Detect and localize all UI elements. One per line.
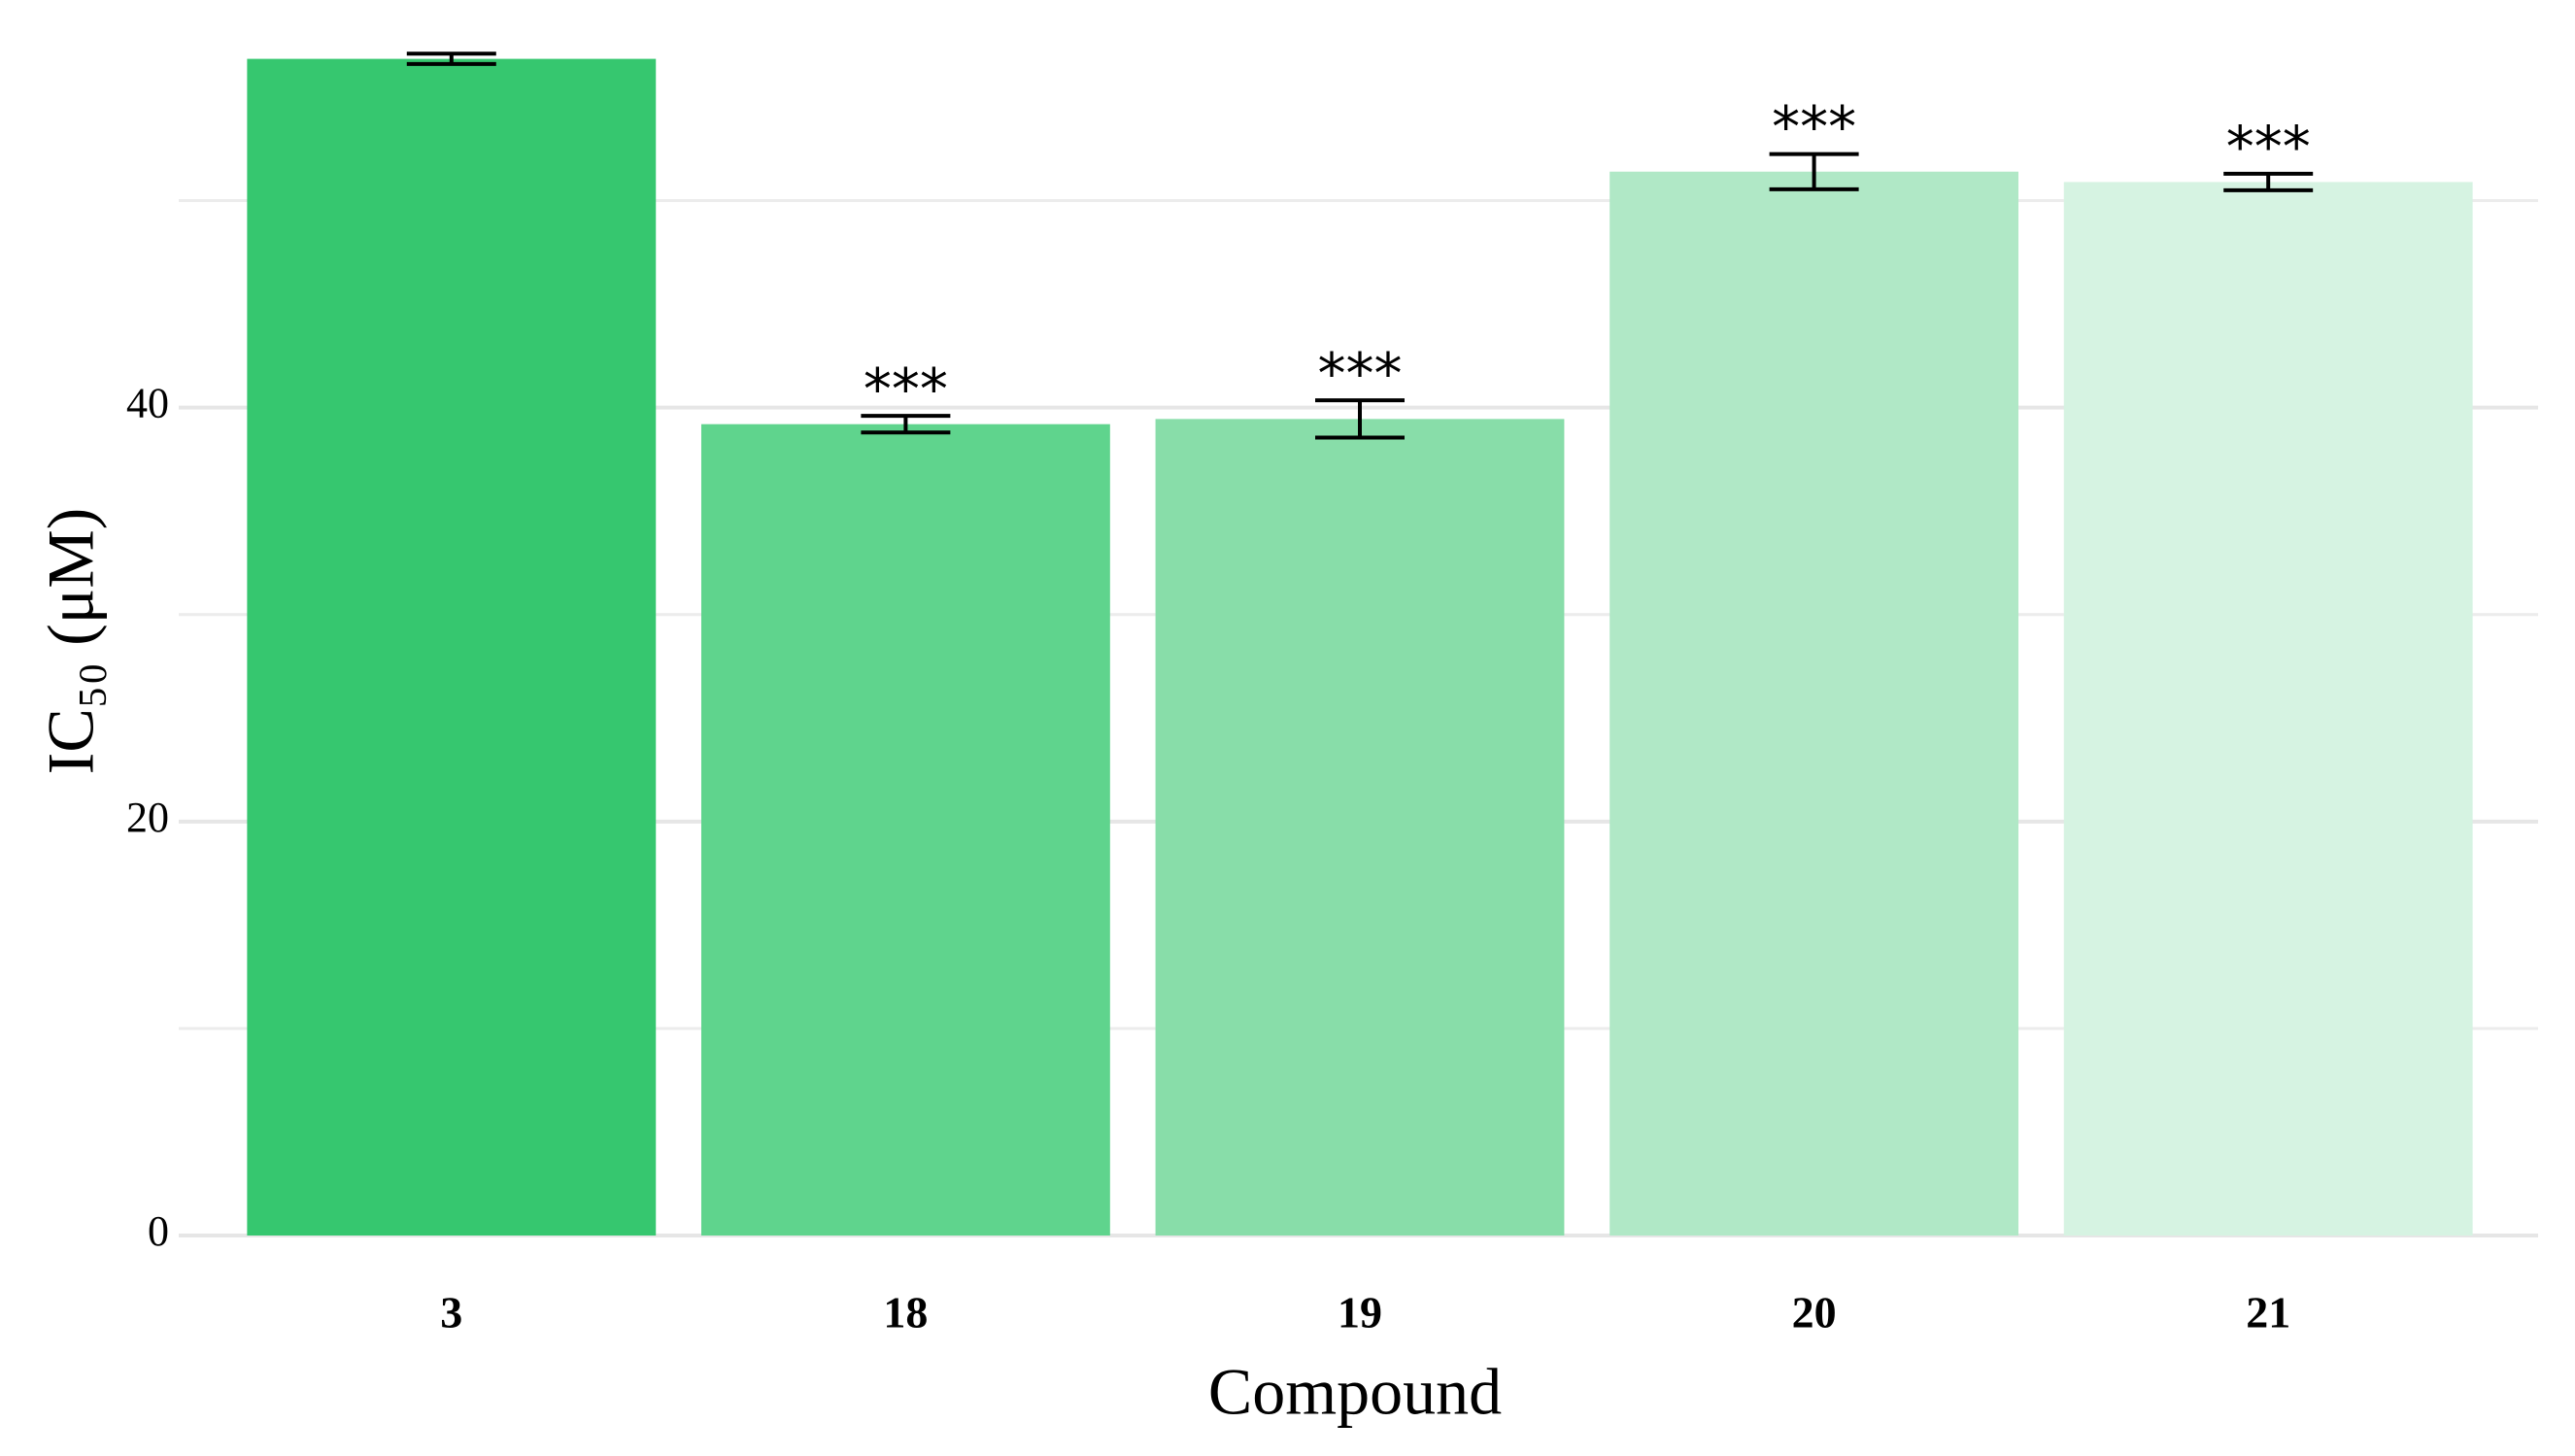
- significance-label: ***: [864, 356, 948, 422]
- x-tick-label: 19: [1338, 1288, 1382, 1337]
- y-tick-label: 0: [148, 1207, 169, 1255]
- bar: [1609, 171, 2019, 1236]
- error-bar: [1769, 152, 1859, 191]
- y-tick-label: 20: [126, 794, 169, 841]
- bar: [700, 423, 1110, 1236]
- y-axis-title: IC₅₀ (μM): [34, 508, 108, 775]
- error-bar: [1315, 398, 1405, 440]
- x-tick-label: 21: [2246, 1288, 2290, 1337]
- error-bar: [2223, 171, 2314, 192]
- significance-label: ***: [1772, 94, 1856, 160]
- x-axis-title: Compound: [1208, 1355, 1502, 1429]
- bar: [247, 58, 657, 1236]
- bar: [1155, 419, 1565, 1236]
- significance-label: ***: [1318, 340, 1403, 406]
- error-bar: [406, 51, 496, 66]
- x-tick-label: 20: [1792, 1288, 1837, 1337]
- significance-label: ***: [2226, 114, 2311, 180]
- x-tick-label: 3: [440, 1288, 462, 1337]
- y-tick-label: 40: [126, 380, 169, 427]
- x-tick-label: 18: [883, 1288, 928, 1337]
- error-bar: [861, 414, 951, 435]
- bar: [2063, 182, 2473, 1236]
